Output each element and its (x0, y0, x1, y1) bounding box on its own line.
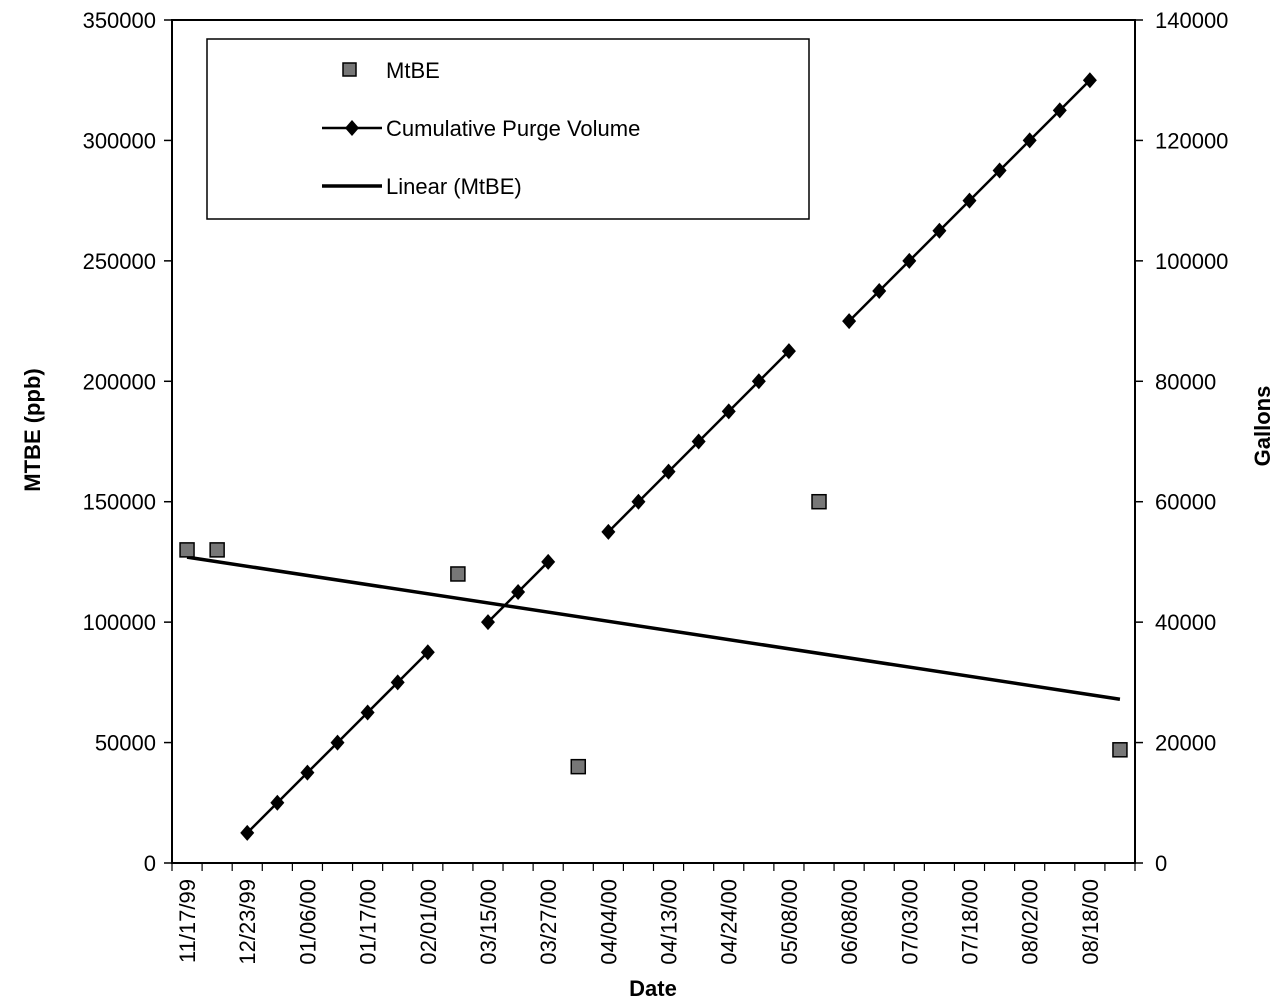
purge-point (330, 734, 345, 751)
y2-tick-label: 20000 (1155, 731, 1216, 756)
purge-point (1052, 102, 1067, 119)
mtbe-point (450, 566, 466, 582)
purge-volume-series (240, 72, 1097, 841)
legend-purge-label: Cumulative Purge Volume (386, 116, 640, 141)
purge-point (601, 523, 616, 540)
purge-point (511, 584, 526, 601)
y2-tick-label: 40000 (1155, 610, 1216, 635)
y2-tick-label: 80000 (1155, 369, 1216, 394)
purge-point (240, 824, 255, 841)
mtbe-point (1112, 742, 1128, 758)
x-tick-label: 11/17/99 (175, 879, 200, 963)
x-tick-label: 04/04/00 (596, 879, 621, 965)
y2-tick-label: 0 (1155, 851, 1167, 876)
x-axis: 11/17/99 12/23/99 01/06/00 01/17/00 02/01/00… (171, 863, 1136, 965)
y-tick-label: 0 (144, 851, 156, 876)
y-axis-title: MTBE (ppb) (20, 368, 45, 491)
purge-point (962, 192, 977, 209)
legend-linear-label: Linear (MtBE) (386, 174, 522, 199)
y2-tick-label: 140000 (1155, 8, 1228, 33)
purge-point (751, 373, 766, 390)
x-tick-label: 01/06/00 (295, 879, 320, 965)
y-tick-label: 150000 (83, 490, 156, 515)
purge-point (721, 403, 736, 420)
purge-point (480, 614, 495, 631)
purge-point (872, 282, 887, 299)
purge-point (300, 764, 315, 781)
x-tick-label: 08/02/00 (1018, 879, 1043, 965)
y2-tick-label: 60000 (1155, 490, 1216, 515)
x-tick-label: 07/03/00 (897, 879, 922, 965)
legend-box (206, 38, 810, 220)
purge-point (631, 493, 646, 510)
y-tick-label: 50000 (95, 731, 156, 756)
x-axis-title: Date (629, 976, 677, 1001)
purge-point (902, 252, 917, 269)
trendline (186, 555, 1121, 701)
x-tick-label: 03/15/00 (476, 879, 501, 965)
y-tick-label: 100000 (83, 610, 156, 635)
y-tick-label: 200000 (83, 369, 156, 394)
trendline-layer (186, 555, 1121, 701)
purge-point (842, 313, 857, 330)
mtbe-point (811, 493, 827, 510)
x-tick-label: 01/17/00 (356, 879, 381, 965)
legend-purge-marker (345, 120, 359, 136)
mtbe-point (209, 542, 225, 558)
mtbe-point (179, 542, 195, 558)
y-tick-label: 250000 (83, 249, 156, 274)
purge-point (661, 463, 676, 480)
x-tick-label: 04/24/00 (717, 879, 742, 965)
legend: MtBE Cumulative Purge Volume Linear (MtB… (206, 38, 810, 220)
purge-point (691, 433, 706, 450)
x-tick-label: 12/23/99 (235, 879, 260, 965)
y2-tick-label: 120000 (1155, 128, 1228, 153)
mtbe-point (570, 758, 587, 775)
legend-mtbe-marker (342, 62, 357, 77)
y-tick-label: 350000 (83, 8, 156, 33)
purge-point (1022, 132, 1037, 149)
purge-point (781, 343, 796, 360)
right-y-axis: 0 20000 40000 60000 80000 100000 120000 140000 (1135, 8, 1228, 876)
purge-point (992, 162, 1007, 179)
x-tick-label: 08/18/00 (1078, 879, 1103, 965)
purge-point (420, 644, 435, 661)
purge-point (541, 553, 556, 570)
legend-mtbe-label: MtBE (386, 58, 440, 83)
left-y-axis: 0 50000 100000 150000 200000 250000 300000 3500… (83, 8, 172, 876)
y2-tick-label: 100000 (1155, 249, 1228, 274)
x-tick-label: 04/13/00 (657, 879, 682, 965)
purge-point (1082, 72, 1097, 89)
purge-point (360, 704, 375, 721)
x-tick-label: 06/08/00 (837, 879, 862, 965)
y2-axis-title: Gallons (1250, 386, 1275, 467)
mtbe-series (179, 493, 1128, 775)
x-tick-label: 05/08/00 (777, 879, 802, 965)
y-tick-label: 300000 (83, 128, 156, 153)
purge-point (270, 794, 285, 811)
x-tick-label: 07/18/00 (957, 879, 982, 965)
x-tick-label: 02/01/00 (416, 879, 441, 965)
purge-point (390, 674, 405, 691)
x-tick-label: 03/27/00 (536, 879, 561, 965)
purge-point (932, 222, 947, 239)
